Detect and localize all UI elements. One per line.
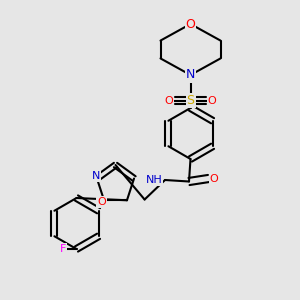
Text: O: O [209, 173, 218, 184]
Text: O: O [186, 17, 195, 31]
Text: O: O [207, 95, 216, 106]
Text: O: O [165, 95, 174, 106]
Text: N: N [92, 171, 100, 181]
Text: S: S [187, 94, 194, 107]
Text: O: O [97, 197, 106, 207]
Text: N: N [186, 68, 195, 82]
Text: NH: NH [146, 175, 163, 185]
Text: F: F [60, 244, 66, 254]
